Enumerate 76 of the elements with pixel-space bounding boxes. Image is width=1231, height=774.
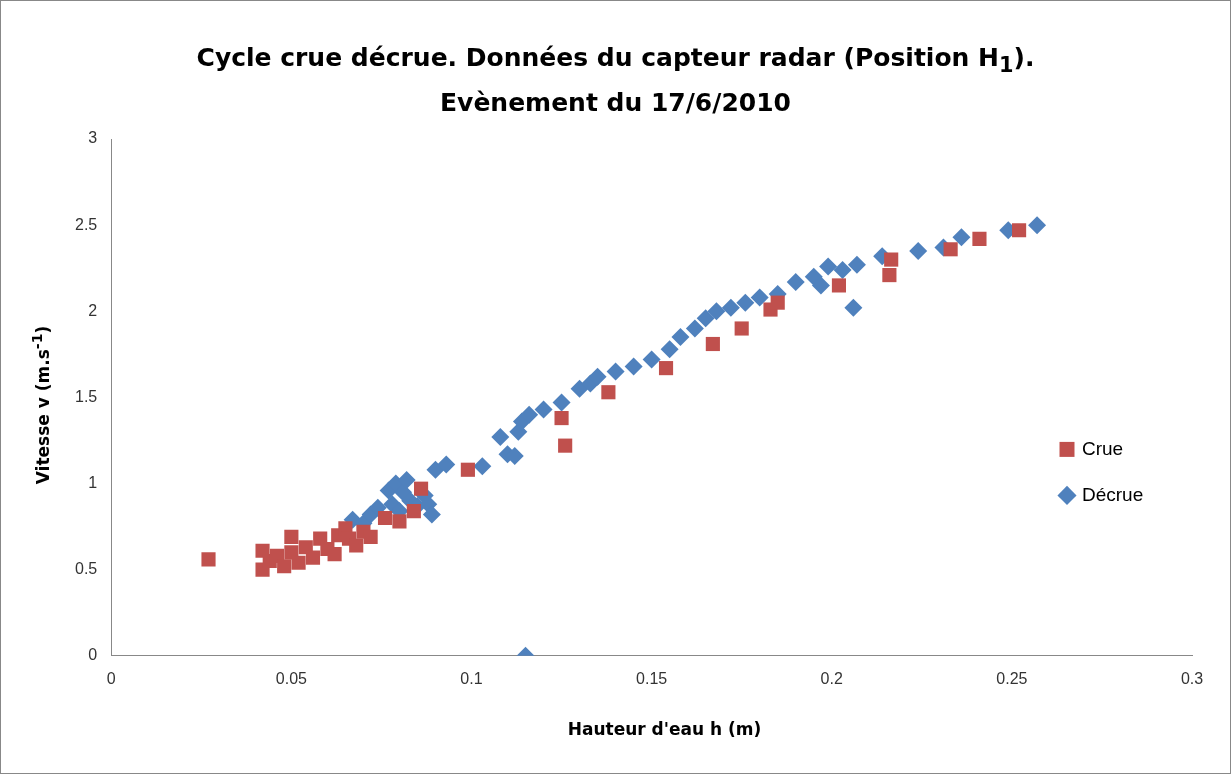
point bbox=[305, 550, 321, 565]
point bbox=[327, 547, 342, 562]
point bbox=[349, 538, 364, 553]
point bbox=[660, 340, 679, 359]
point bbox=[671, 328, 690, 347]
point bbox=[658, 361, 674, 376]
point bbox=[377, 510, 393, 526]
point bbox=[972, 231, 987, 246]
y-tick-label: 0.5 bbox=[74, 560, 98, 578]
point bbox=[1012, 223, 1027, 238]
point bbox=[833, 260, 852, 279]
point bbox=[685, 319, 704, 338]
point bbox=[284, 529, 299, 545]
point bbox=[277, 559, 292, 574]
point bbox=[844, 298, 863, 317]
point bbox=[426, 460, 445, 479]
point bbox=[437, 455, 456, 474]
point bbox=[491, 428, 510, 447]
y-tick-label: 3 bbox=[88, 129, 98, 147]
chart-title: Cycle crue décrue. Données du capteur radar (Position H$_{1}$). Evènement du 17/6/2010 bbox=[196, 43, 1035, 117]
x-tick-label: 0.05 bbox=[275, 669, 308, 687]
point bbox=[552, 393, 571, 412]
point bbox=[363, 529, 378, 545]
point bbox=[786, 272, 805, 291]
point bbox=[1028, 216, 1047, 235]
point bbox=[811, 276, 830, 295]
point bbox=[952, 228, 971, 247]
point bbox=[606, 362, 625, 381]
point bbox=[406, 504, 421, 519]
y-tick-label: 1.5 bbox=[74, 387, 98, 405]
legend-label: Décrue bbox=[1082, 483, 1144, 505]
point bbox=[819, 257, 838, 276]
point bbox=[534, 400, 553, 419]
legend-label: Crue bbox=[1082, 437, 1124, 459]
point bbox=[601, 385, 616, 400]
point bbox=[570, 379, 589, 398]
y-tick-label: 0 bbox=[88, 646, 98, 664]
point bbox=[705, 336, 720, 352]
point bbox=[943, 242, 958, 257]
point bbox=[642, 350, 661, 369]
point bbox=[831, 278, 847, 293]
point bbox=[750, 288, 769, 307]
point bbox=[721, 298, 740, 317]
point bbox=[392, 514, 407, 529]
point bbox=[736, 293, 755, 312]
x-axis-title: Hauteur d'eau h (m) bbox=[566, 719, 763, 739]
x-tick-label: 0.25 bbox=[996, 669, 1028, 687]
x-tick-label: 0.15 bbox=[636, 669, 668, 687]
y-tick-label: 2.5 bbox=[74, 215, 98, 233]
point bbox=[520, 405, 539, 424]
x-tick-label: 0.2 bbox=[820, 669, 843, 687]
x-tick-label: 0.1 bbox=[460, 669, 483, 687]
point bbox=[554, 411, 569, 426]
y-tick-label: 1 bbox=[88, 473, 98, 491]
point bbox=[397, 471, 416, 490]
point bbox=[368, 498, 387, 517]
point bbox=[473, 457, 492, 476]
point bbox=[413, 481, 429, 496]
point bbox=[884, 252, 899, 267]
point bbox=[909, 241, 928, 260]
point bbox=[882, 268, 897, 283]
point bbox=[624, 357, 643, 376]
point bbox=[460, 462, 475, 477]
point bbox=[847, 255, 866, 274]
point bbox=[734, 321, 749, 336]
y-tick-label: 2 bbox=[88, 301, 98, 319]
point bbox=[770, 295, 785, 310]
x-tick-label: 0.3 bbox=[1180, 669, 1204, 687]
point bbox=[558, 438, 573, 453]
x-tick-label: 0 bbox=[106, 669, 116, 687]
point bbox=[291, 555, 306, 570]
point bbox=[588, 367, 607, 386]
point bbox=[201, 552, 216, 567]
point bbox=[707, 302, 726, 321]
point bbox=[696, 309, 715, 328]
point bbox=[422, 505, 441, 524]
